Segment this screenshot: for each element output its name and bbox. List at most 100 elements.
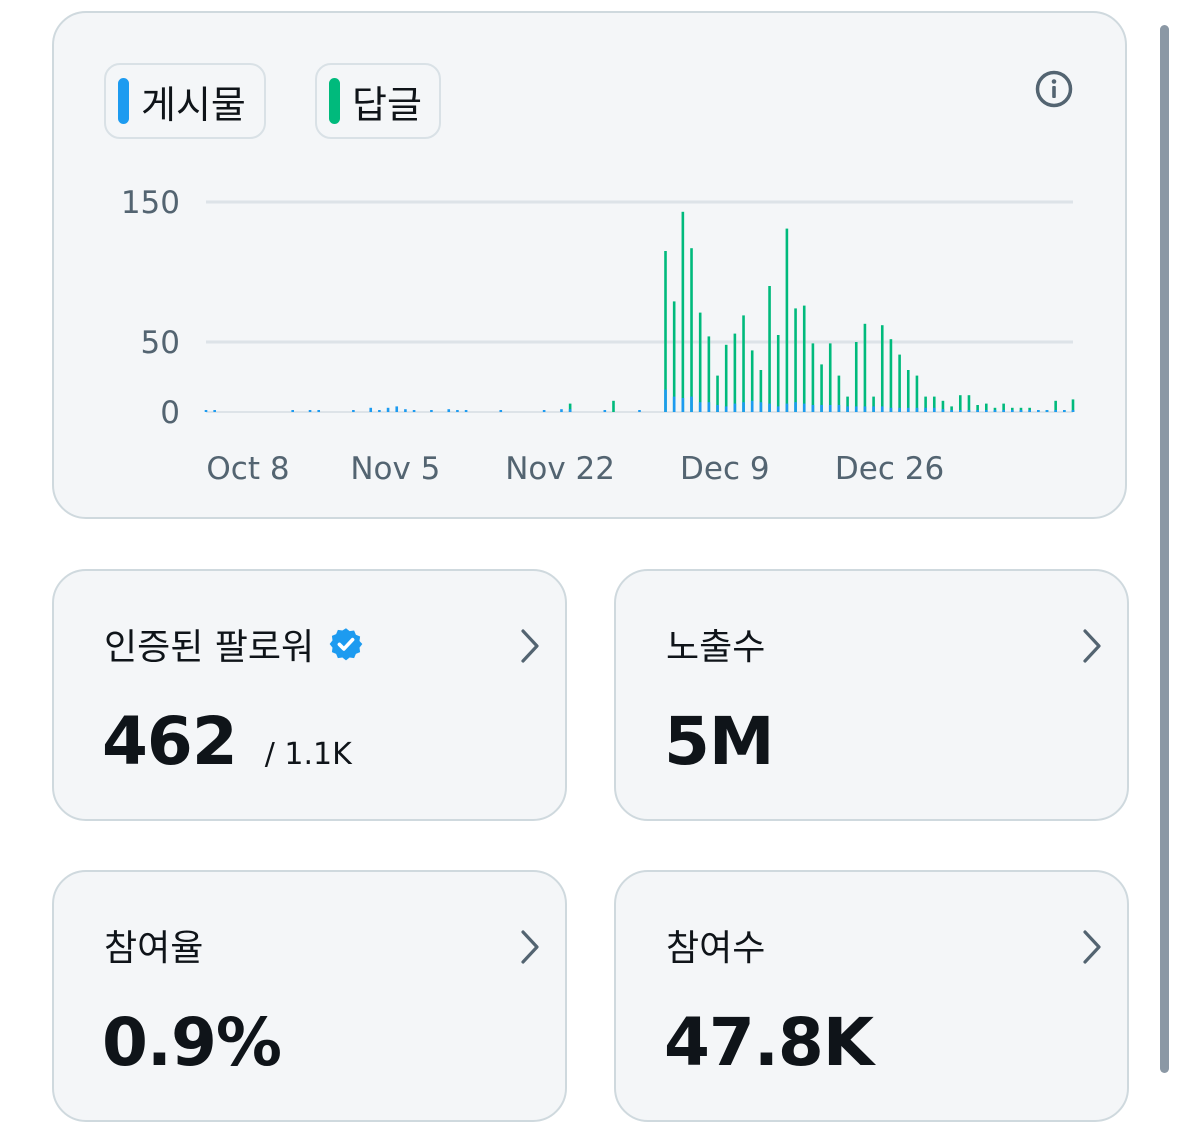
legend-replies-label: 답글 [352,82,422,127]
replies-bar [941,400,945,412]
posts-bar [837,405,841,412]
posts-bar [638,410,641,412]
posts-bar [542,410,546,412]
engagement-rate-title: 참여율 [104,928,204,969]
replies-bar [863,323,867,412]
posts-bar [464,410,468,412]
posts-bar [404,409,407,412]
replies-bar [690,248,693,412]
posts-bar [1019,410,1023,412]
posts-bar [456,410,459,412]
replies-bar [1019,407,1023,412]
posts-bar [724,406,728,412]
replies-bar [802,305,806,412]
posts-bar [854,406,858,412]
replies-bar [1002,403,1005,412]
posts-bar [1028,410,1031,412]
posts-bar [811,405,815,412]
replies-bar [698,312,702,412]
replies-bar [906,370,910,412]
impressions-card[interactable]: 노출수 5M [614,569,1129,821]
engagements-title: 참여수 [666,928,766,969]
y-tick-label: 150 [121,185,180,221]
replies-bar [785,228,789,412]
posts-bar [698,402,702,412]
legend-posts-label: 게시물 [141,82,246,127]
replies-bar [768,286,771,412]
replies-bar [828,343,832,412]
posts-bar [828,405,832,412]
posts-bar [213,410,216,412]
legend-replies[interactable]: 답글 [315,63,441,139]
legend-posts[interactable]: 게시물 [104,63,266,139]
posts-bar [872,406,875,412]
replies-bar [950,406,953,412]
x-tick-label: Nov 5 [350,451,440,487]
replies-bar [854,342,858,412]
replies-bar [1011,407,1014,412]
engagement-rate-value: 0.9% [102,1004,282,1081]
posts-bar [898,407,901,412]
posts-bar [1071,410,1075,412]
verified-followers-title: 인증된 팔로워 [104,627,315,668]
verified-followers-value-row: 462 / 1.1K [102,703,352,780]
posts-bar [1011,410,1014,412]
replies-bar [664,251,667,412]
replies-bar [915,375,919,412]
replies-bar [958,395,962,412]
posts-bar [1054,410,1057,412]
activity-chart-card: 게시물 답글 150 50 0 Oct 8 Nov 5 Nov 22 Dec 9 Dec 2… [52,11,1127,519]
x-tick-label: Dec 9 [680,451,770,487]
posts-bar [386,407,390,412]
engagement-rate-card[interactable]: 참여율 0.9% [52,870,567,1122]
replies-bar [967,395,971,412]
posts-bar [308,410,312,412]
posts-bar [412,410,416,412]
posts-bar [967,410,971,412]
replies-bar [880,325,884,412]
x-tick-label: Dec 26 [835,451,944,487]
posts-bar [560,409,563,412]
replies-bar [846,396,849,412]
posts-bar [802,403,806,412]
replies-bar [872,396,875,412]
replies-bar [820,364,823,412]
legend-posts-swatch [118,78,129,124]
chart-gridlines [206,200,1073,413]
verified-followers-card[interactable]: 인증된 팔로워 462 / 1.1K [52,569,567,821]
engagements-card[interactable]: 참여수 47.8K [614,870,1129,1122]
replies-bar [707,336,711,412]
posts-bar [993,410,997,412]
replies-bar [1054,400,1057,412]
replies-bar [776,335,780,412]
impressions-value: 5M [664,703,775,780]
replies-bar [612,400,615,412]
replies-bar [672,301,676,412]
x-tick-label: Nov 22 [505,451,615,487]
posts-bar [716,405,719,412]
y-tick-label: 0 [160,395,180,431]
scrollbar[interactable] [1160,25,1169,1073]
posts-bar [768,403,771,412]
replies-bar [1071,399,1075,412]
y-tick-label: 50 [141,325,180,361]
posts-bar [785,403,789,412]
y-axis-ticks: 150 50 0 [121,185,180,431]
posts-bar [447,409,451,412]
posts-bar [568,409,572,412]
posts-bar [985,410,988,412]
info-circle-icon[interactable] [1034,69,1074,109]
posts-bar [369,407,373,412]
replies-bar [976,405,979,412]
verified-followers-value: 462 [102,703,238,780]
replies-bar [889,339,893,412]
posts-bar [750,400,754,412]
replies-bar [794,308,797,412]
posts-bar [915,407,919,412]
posts-bar [672,396,676,412]
replies-bar [750,350,754,412]
posts-bar [707,402,711,412]
posts-bar [941,409,945,412]
posts-bar [742,402,745,412]
posts-bar [690,396,693,412]
